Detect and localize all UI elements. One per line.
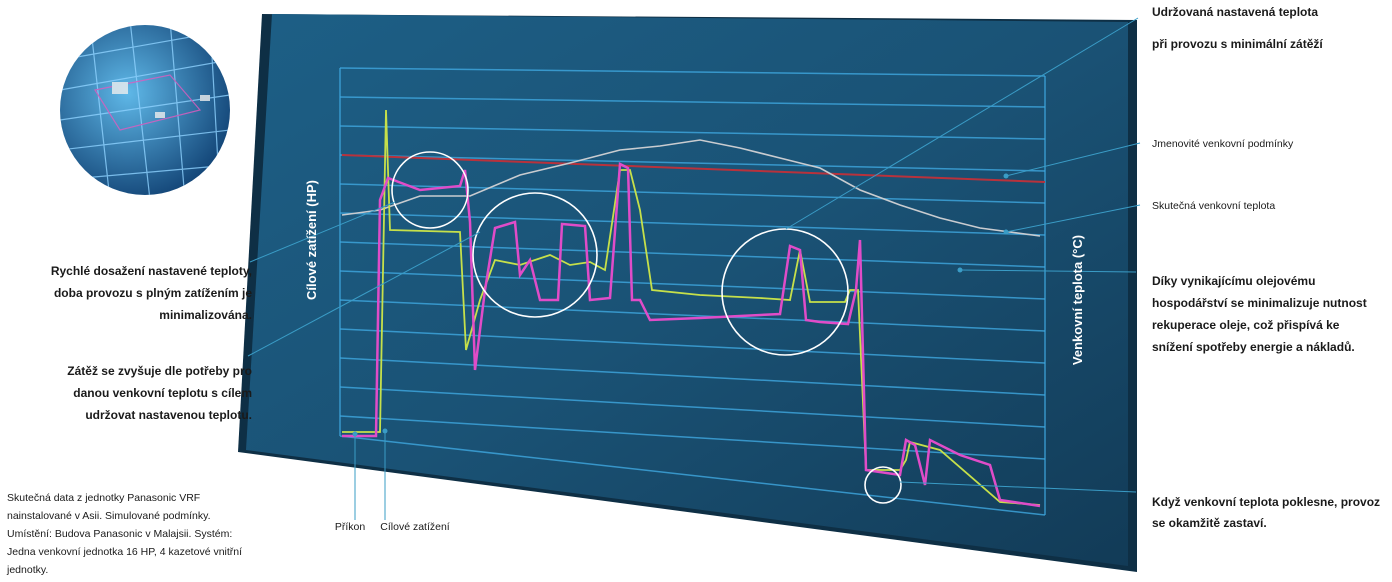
- annotation: rekuperace oleje, což přispívá ke: [1152, 318, 1340, 332]
- annotation: minimalizována.: [159, 308, 252, 322]
- legend-label: Cílové zatížení: [380, 521, 450, 533]
- annotation: při provozu s minimální zátěží: [1152, 37, 1323, 51]
- annotation: doba provozu s plným zatížením je: [54, 286, 252, 300]
- footnote: Skutečná data z jednotky Panasonic VRF: [7, 492, 200, 504]
- annotation: danou venkovní teplotu s cílem: [73, 386, 252, 400]
- annotation: hospodářství se minimalizuje nutnost: [1152, 296, 1367, 310]
- annotation: Jmenovité venkovní podmínky: [1152, 138, 1294, 150]
- annotation: Díky vynikajícímu olejovému: [1152, 274, 1315, 288]
- annotation: Zátěž se zvyšuje dle potřeby pro: [67, 364, 252, 378]
- footnote: nainstalované v Asii. Simulované podmínk…: [7, 510, 211, 522]
- curves: [341, 109, 1046, 508]
- y-axis-label: Cílové zatížení (HP): [304, 180, 319, 300]
- annotation: Když venkovní teplota poklesne, provoz: [1152, 495, 1380, 509]
- footnote: Jedna venkovní jednotka 16 HP, 4 kazetov…: [7, 546, 242, 558]
- annotation: Rychlé dosažení nastavené teploty,: [51, 264, 252, 278]
- annotation: snížení spotřeby energie a nákladů.: [1152, 340, 1355, 354]
- building-inset: [60, 25, 230, 195]
- footnote: Umístění: Budova Panasonic v Malajsii. S…: [7, 528, 232, 540]
- connectors: [247, 17, 1141, 520]
- panel: [246, 14, 1128, 566]
- grid: [339, 67, 1046, 516]
- footnote: jednotky.: [6, 564, 48, 576]
- highlight-circles: [391, 151, 902, 504]
- legend-label: Příkon: [335, 521, 366, 533]
- annotation: udržovat nastavenou teplotu.: [85, 408, 252, 422]
- annotation: Skutečná venkovní teplota: [1152, 200, 1275, 212]
- annotation: Udržovaná nastavená teplota: [1152, 5, 1318, 19]
- y2-axis-label: Venkovní teplota (°C): [1070, 235, 1085, 365]
- annotation: se okamžitě zastaví.: [1152, 516, 1267, 530]
